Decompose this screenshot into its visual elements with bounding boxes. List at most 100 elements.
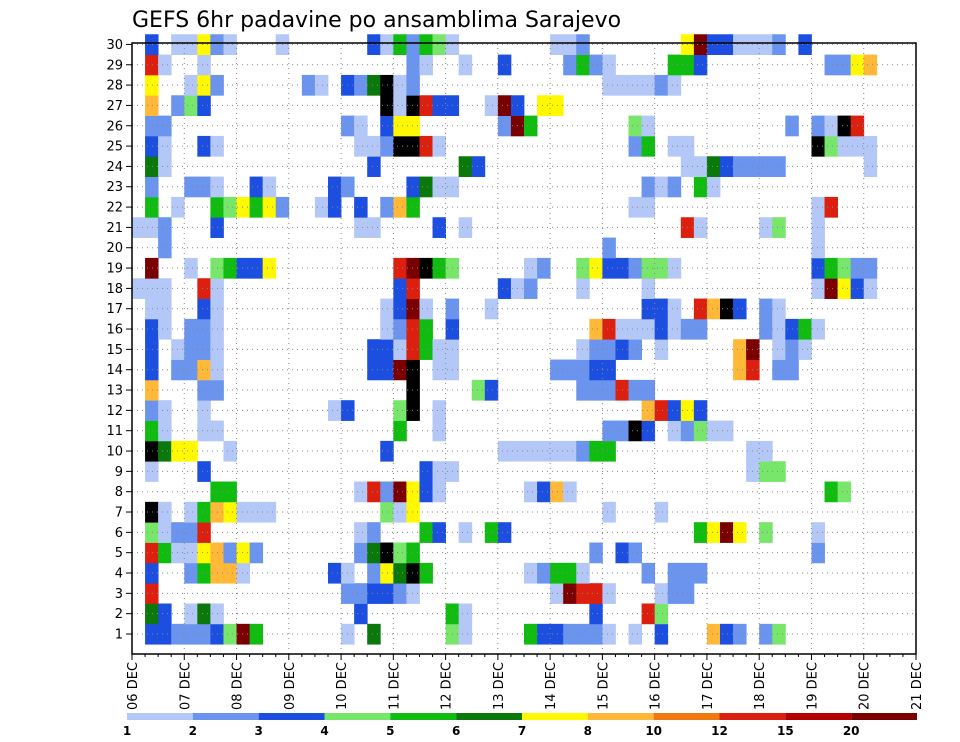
precip-cell-member-14-slot-32	[550, 359, 564, 381]
precip-cell-member-8-slot-23	[432, 481, 446, 503]
precip-cell-member-13-slot-35	[589, 379, 603, 401]
precip-cell-member-28-slot-14	[314, 74, 329, 96]
precip-cell-member-22-slot-8	[236, 196, 250, 218]
precip-cell-member-3-slot-17	[354, 583, 368, 604]
precip-cell-member-30-slot-1	[145, 34, 159, 55]
precip-cell-member-3-slot-35	[589, 583, 603, 604]
precip-cell-member-9-slot-49	[772, 461, 786, 482]
precip-cell-member-29-slot-28	[497, 54, 512, 76]
y-tick-label: 2	[115, 607, 123, 622]
precip-cell-member-26-slot-38	[628, 115, 642, 137]
precip-cell-member-7-slot-8	[236, 501, 250, 523]
precip-cell-member-28-slot-18	[367, 74, 381, 96]
y-tick-label: 25	[106, 140, 123, 155]
precip-cell-member-4-slot-30	[524, 562, 538, 584]
precip-cell-member-25-slot-22	[419, 135, 433, 157]
precip-cell-member-22-slot-15	[328, 196, 342, 218]
precip-cell-member-6-slot-18	[367, 522, 381, 543]
precip-cell-member-29-slot-35	[589, 54, 603, 76]
precip-cell-member-26-slot-52	[811, 115, 825, 137]
colorbar-swatch	[785, 713, 852, 720]
precip-cell-member-16-slot-35	[589, 318, 603, 340]
precip-cell-member-25-slot-39	[641, 135, 656, 157]
precip-cell-member-2-slot-5	[197, 603, 211, 625]
precip-cell-member-16-slot-41	[667, 318, 682, 340]
precip-cell-member-1-slot-30	[524, 623, 538, 645]
precip-cell-member-5-slot-5	[197, 542, 211, 564]
precip-cell-member-24-slot-56	[863, 156, 878, 177]
precip-cell-member-4-slot-33	[563, 562, 577, 584]
precip-cell-member-13-slot-38	[628, 379, 642, 401]
precip-cell-member-14-slot-36	[602, 359, 616, 381]
precip-cell-member-30-slot-21	[406, 34, 420, 55]
precip-cell-member-2-slot-35	[589, 603, 603, 625]
precip-cell-member-5-slot-1	[145, 542, 159, 564]
precip-cell-member-14-slot-35	[589, 359, 603, 381]
precip-cell-member-7-slot-4	[184, 501, 198, 523]
y-tick-label: 4	[115, 567, 123, 582]
precip-cell-member-18-slot-21	[406, 278, 420, 299]
precip-cell-member-4-slot-7	[223, 562, 237, 584]
colorbar-label: 8	[584, 724, 592, 738]
precip-cell-member-16-slot-21	[406, 318, 420, 340]
precip-cell-member-28-slot-4	[184, 74, 198, 96]
precip-cell-member-16-slot-49	[772, 318, 786, 340]
y-tick-label: 22	[106, 201, 123, 216]
precip-cell-member-19-slot-22	[419, 257, 433, 279]
precip-cell-member-6-slot-22	[419, 522, 433, 543]
precip-cell-member-10-slot-2	[158, 440, 172, 462]
precip-cell-member-26-slot-39	[641, 115, 656, 137]
precip-cell-member-22-slot-53	[824, 196, 838, 218]
precip-cell-member-8-slot-33	[563, 481, 577, 503]
precip-cell-member-8-slot-22	[419, 481, 433, 503]
precip-cell-member-1-slot-34	[576, 623, 590, 645]
precip-cell-member-19-slot-31	[537, 257, 551, 279]
precip-cell-member-1-slot-49	[772, 623, 786, 645]
precip-cell-member-1-slot-9	[249, 623, 264, 645]
precip-cell-member-25-slot-2	[158, 135, 172, 157]
precip-cell-member-14-slot-4	[184, 359, 198, 381]
precip-cell-member-27-slot-23	[432, 95, 446, 116]
precip-cell-member-25-slot-53	[824, 135, 838, 157]
precip-cell-member-27-slot-20	[393, 95, 407, 116]
precip-cell-member-19-slot-39	[641, 257, 656, 279]
precip-cell-member-6-slot-23	[432, 522, 446, 543]
precip-cell-member-5-slot-21	[406, 542, 420, 564]
precip-cell-member-12-slot-43	[693, 400, 708, 421]
y-tick-label: 24	[106, 160, 123, 175]
precip-cell-member-27-slot-31	[537, 95, 551, 116]
precip-cell-member-25-slot-1	[145, 135, 159, 157]
gridlines	[132, 43, 916, 654]
precip-cell-member-6-slot-43	[693, 522, 708, 543]
precip-cell-member-1-slot-32	[550, 623, 564, 645]
precip-cell-member-2-slot-2	[158, 603, 172, 625]
precip-cell-member-29-slot-1	[145, 54, 159, 76]
precip-cell-member-15-slot-18	[367, 339, 381, 360]
precip-cell-member-29-slot-43	[693, 54, 708, 76]
x-tick-label: 18 DEC	[753, 662, 768, 710]
precip-cell-member-18-slot-1	[145, 278, 159, 299]
precip-cell-member-13-slot-36	[602, 379, 616, 401]
y-axis: 1234567891011121314151617181920212223242…	[106, 38, 132, 643]
precip-cell-member-17-slot-5	[197, 298, 211, 320]
precip-cell-member-17-slot-39	[641, 298, 656, 320]
precip-cell-member-19-slot-56	[863, 257, 878, 279]
precip-cell-member-28-slot-1	[145, 74, 159, 96]
precip-cell-member-15-slot-23	[432, 339, 446, 360]
precip-cell-member-30-slot-49	[772, 34, 786, 55]
precip-cell-member-11-slot-38	[628, 420, 642, 442]
precip-cell-member-5-slot-4	[184, 542, 198, 564]
precip-cell-member-11-slot-1	[145, 420, 159, 442]
precip-cell-member-10-slot-4	[184, 440, 198, 462]
precip-cell-member-2-slot-4	[184, 603, 198, 625]
precip-cell-member-1-slot-2	[158, 623, 172, 645]
precip-cell-member-20-slot-36	[602, 237, 616, 259]
precip-cell-member-6-slot-48	[759, 522, 773, 543]
precip-cell-member-23-slot-39	[641, 176, 656, 198]
precip-cell-member-4-slot-39	[641, 562, 656, 584]
x-tick-label: 08 DEC	[231, 662, 246, 710]
precip-cell-member-4-slot-41	[667, 562, 682, 584]
precip-cell-member-22-slot-20	[393, 196, 407, 218]
precip-cell-member-29-slot-25	[458, 54, 473, 76]
precip-cell-member-19-slot-9	[249, 257, 264, 279]
